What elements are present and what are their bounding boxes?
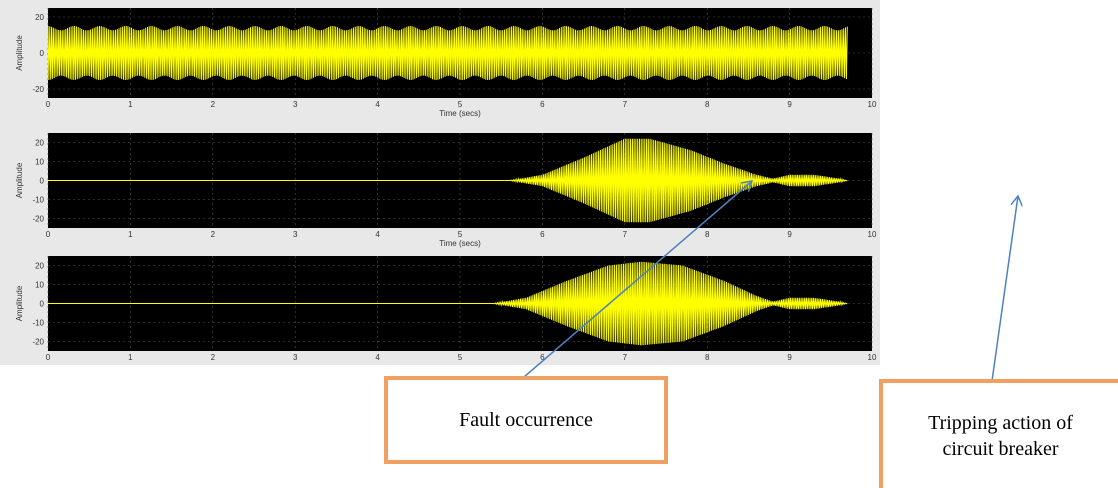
x-tick-label: 2 <box>211 100 216 109</box>
y-tick-label: 20 <box>35 13 44 22</box>
x-tick-label: 2 <box>211 230 216 239</box>
x-tick-label: 1 <box>128 353 133 362</box>
x-tick-label: 7 <box>623 353 628 362</box>
x-tick-label: 9 <box>787 230 792 239</box>
tripping-arrow <box>991 196 1018 382</box>
x-tick-label: 5 <box>458 100 463 109</box>
y-axis-label: Amplitude <box>15 285 24 321</box>
x-tick-label: 4 <box>375 230 380 239</box>
x-tick-label: 9 <box>787 353 792 362</box>
x-tick-label: 3 <box>293 353 298 362</box>
x-tick-label: 6 <box>540 353 545 362</box>
x-tick-label: 0 <box>46 100 51 109</box>
x-tick-label: 10 <box>868 100 877 109</box>
y-axis-label: Amplitude <box>15 162 24 198</box>
signal-trace-3 <box>48 261 848 346</box>
x-tick-label: 3 <box>293 230 298 239</box>
x-tick-label: 5 <box>458 230 463 239</box>
x-tick-label: 7 <box>623 230 628 239</box>
y-tick-label: 10 <box>35 281 44 290</box>
y-tick-label: -20 <box>32 338 44 347</box>
x-tick-label: 5 <box>458 353 463 362</box>
y-tick-label: 0 <box>40 49 45 58</box>
x-tick-label: 3 <box>293 100 298 109</box>
x-tick-label: 1 <box>128 230 133 239</box>
fault-occurrence-callout: Fault occurrence <box>384 376 668 464</box>
x-tick-label: 1 <box>128 100 133 109</box>
y-tick-label: 0 <box>40 177 45 186</box>
x-tick-label: 4 <box>375 353 380 362</box>
x-tick-label: 9 <box>787 100 792 109</box>
x-axis-label: Time (secs) <box>439 109 481 118</box>
y-tick-label: 0 <box>40 300 45 309</box>
signal-trace-1 <box>47 25 848 81</box>
y-tick-label: -10 <box>32 196 44 205</box>
x-tick-label: 0 <box>46 230 51 239</box>
y-tick-label: 20 <box>35 139 44 148</box>
y-tick-label: 10 <box>35 158 44 167</box>
tripping-label-line2: circuit breaker <box>942 437 1059 460</box>
x-tick-label: 6 <box>540 100 545 109</box>
tripping-action-callout: Tripping action of circuit breaker <box>879 379 1118 488</box>
fault-occurrence-label: Fault occurrence <box>459 408 593 431</box>
x-tick-label: 7 <box>623 100 628 109</box>
signal-trace-2 <box>48 138 848 223</box>
x-tick-label: 8 <box>705 353 710 362</box>
x-tick-label: 0 <box>46 353 51 362</box>
x-tick-label: 2 <box>211 353 216 362</box>
y-tick-label: -20 <box>32 85 44 94</box>
y-tick-label: 20 <box>35 262 44 271</box>
x-tick-label: 6 <box>540 230 545 239</box>
fault-arrow <box>523 181 752 378</box>
x-tick-label: 8 <box>705 230 710 239</box>
tripping-label-line1: Tripping action of <box>928 411 1073 434</box>
y-axis-label: Amplitude <box>15 35 24 71</box>
x-tick-label: 10 <box>868 230 877 239</box>
x-tick-label: 4 <box>375 100 380 109</box>
y-tick-label: -20 <box>32 215 44 224</box>
y-tick-label: -10 <box>32 319 44 328</box>
x-tick-label: 10 <box>868 353 877 362</box>
x-tick-label: 8 <box>705 100 710 109</box>
x-axis-label: Time (secs) <box>439 239 481 248</box>
